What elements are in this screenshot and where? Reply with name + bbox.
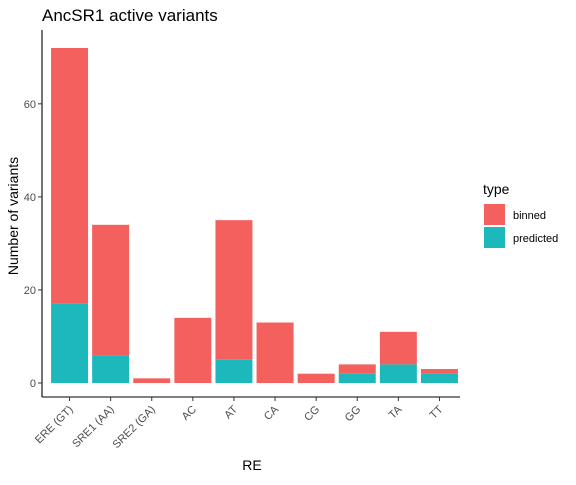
bar-predicted-9 [420, 373, 458, 383]
bar-binned-7 [338, 364, 376, 374]
bar-binned-8 [379, 331, 417, 365]
legend-key-binned [484, 204, 505, 225]
x-tick-label-0: ERE (GT) [33, 404, 76, 447]
bar-binned-6 [297, 373, 335, 383]
legend-key-predicted [484, 227, 505, 248]
x-tick-label-2: SRE2 (GA) [110, 404, 157, 451]
x-axis-title: RE [242, 457, 261, 473]
legend-label-predicted: predicted [513, 233, 558, 245]
y-axis-title: Number of variants [5, 157, 21, 275]
bar-predicted-1 [92, 355, 130, 383]
bars-layer [51, 48, 458, 383]
bar-binned-3 [174, 317, 212, 383]
legend-title: type [483, 181, 510, 197]
x-tick-label-9: TT [428, 403, 446, 421]
x-tick-label-8: TA [387, 403, 405, 421]
x-tick-label-3: AC [180, 404, 199, 423]
legend-label-binned: binned [513, 210, 546, 222]
y-tick-label-3: 60 [24, 99, 36, 111]
bar-predicted-7 [338, 373, 376, 383]
bar-binned-4 [215, 220, 253, 360]
y-tick-label-1: 20 [24, 285, 36, 297]
y-tick-label-0: 0 [30, 378, 36, 390]
legend: type binned predicted [483, 181, 558, 248]
chart-title: AncSR1 active variants [42, 6, 218, 25]
bar-predicted-8 [379, 364, 417, 383]
x-tick-label-5: CA [262, 403, 282, 423]
y-tick-label-2: 40 [24, 192, 36, 204]
bar-binned-0 [51, 48, 89, 304]
bar-binned-9 [420, 369, 458, 374]
bar-binned-5 [256, 322, 294, 383]
bar-predicted-0 [51, 303, 89, 383]
x-tick-label-7: GG [343, 404, 364, 425]
bar-binned-2 [133, 378, 171, 383]
bar-predicted-4 [215, 359, 253, 383]
x-tick-label-6: CG [302, 404, 322, 424]
bar-binned-1 [92, 224, 130, 356]
x-tick-label-4: AT [222, 403, 240, 421]
